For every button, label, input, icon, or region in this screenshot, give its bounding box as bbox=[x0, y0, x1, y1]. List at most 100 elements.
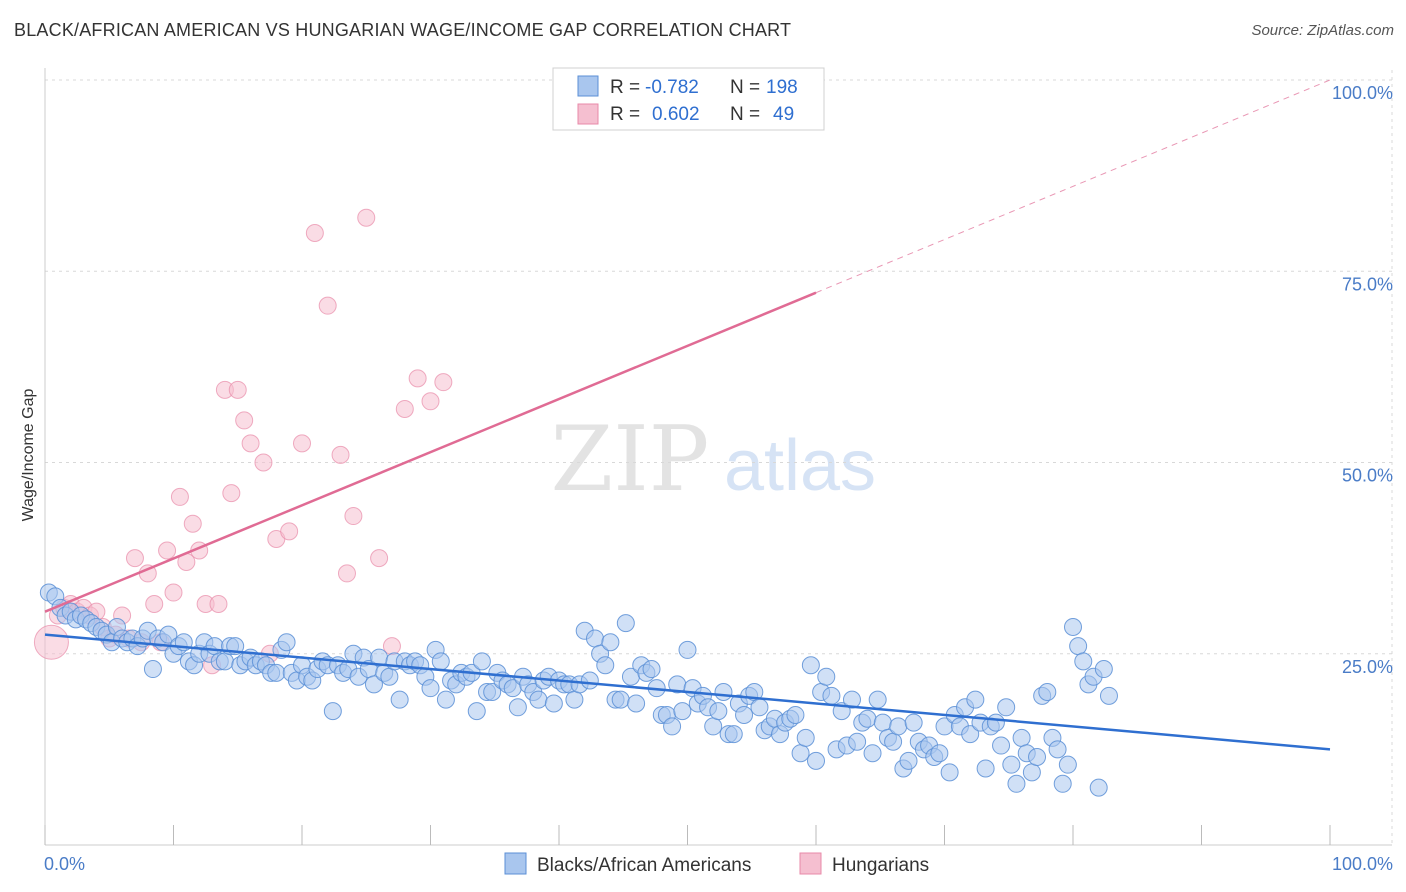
hungarians-trend-line bbox=[44, 291, 817, 613]
blacks-point bbox=[580, 671, 599, 690]
blacks-point bbox=[940, 763, 959, 782]
source-label: Source: ZipAtlas.com bbox=[1251, 22, 1394, 39]
y-tick-label-0: 25.0% bbox=[1342, 657, 1393, 677]
x-tick-label-1: 100.0% bbox=[1332, 854, 1393, 874]
legend-r-label-2: R = bbox=[610, 104, 640, 125]
blacks-point bbox=[1069, 637, 1088, 656]
hungarians-point bbox=[357, 208, 376, 227]
hungarians-point bbox=[434, 373, 453, 392]
series-legend: Blacks/African Americans Hungarians bbox=[504, 852, 929, 876]
blacks-points bbox=[39, 583, 1118, 797]
blacks-point bbox=[277, 633, 296, 652]
hungarians-point bbox=[183, 514, 202, 533]
blacks-point bbox=[1058, 755, 1077, 774]
blacks-point bbox=[611, 690, 630, 709]
axes bbox=[44, 68, 1392, 846]
blacks-point bbox=[390, 690, 409, 709]
hungarians-points bbox=[33, 208, 453, 675]
hungarians-point bbox=[395, 399, 414, 418]
hungarians-point bbox=[241, 434, 260, 453]
blacks-point bbox=[1022, 763, 1041, 782]
blacks-point bbox=[899, 751, 918, 770]
blacks-point bbox=[1007, 774, 1026, 793]
blacks-point bbox=[801, 656, 820, 675]
blacks-point bbox=[483, 683, 502, 701]
hungarians-point bbox=[222, 484, 241, 503]
blacks-point bbox=[1002, 755, 1021, 774]
blacks-point bbox=[961, 725, 980, 744]
hungarians-point bbox=[280, 522, 299, 541]
blacks-point bbox=[143, 660, 162, 679]
blacks-point bbox=[421, 679, 440, 698]
blacks-point bbox=[1064, 617, 1082, 636]
blacks-point bbox=[601, 633, 620, 652]
blacks-point bbox=[1028, 748, 1047, 767]
blacks-point bbox=[714, 683, 733, 701]
blacks-point bbox=[992, 736, 1011, 755]
blacks-point bbox=[544, 694, 563, 713]
blacks-point bbox=[976, 759, 995, 778]
blacks-point bbox=[817, 667, 836, 686]
blacks-point bbox=[884, 732, 903, 751]
blacks-point bbox=[858, 709, 877, 728]
blacks-point bbox=[930, 744, 949, 763]
blacks-point bbox=[822, 686, 841, 705]
series-legend-swatch-pink bbox=[799, 852, 822, 875]
series-legend-swatch-blue bbox=[504, 852, 527, 875]
blacks-point bbox=[904, 713, 923, 732]
blacks-point bbox=[596, 656, 615, 675]
blacks-point bbox=[791, 744, 810, 763]
blacks-point bbox=[807, 751, 825, 770]
blacks-point bbox=[1094, 660, 1113, 679]
correlation-legend: R = -0.782 N = 198 R = 0.602 N = 49 bbox=[552, 67, 825, 131]
blacks-trend-line bbox=[44, 633, 1331, 751]
blacks-point bbox=[709, 702, 728, 721]
blacks-point bbox=[1099, 686, 1118, 705]
hungarians-point bbox=[170, 487, 189, 506]
watermark-zip: ZIP bbox=[551, 407, 710, 512]
y-tick-label-1: 50.0% bbox=[1342, 466, 1393, 486]
legend-r-label-1: R = bbox=[610, 77, 640, 98]
blacks-point bbox=[673, 702, 692, 721]
blacks-point bbox=[1053, 774, 1072, 793]
x-tick-labels: 0.0% 100.0% bbox=[44, 854, 1393, 874]
blacks-point bbox=[364, 675, 383, 694]
hungarians-point bbox=[370, 549, 389, 568]
hungarians-point bbox=[228, 380, 247, 399]
hungarians-point bbox=[344, 507, 363, 526]
blacks-point bbox=[1038, 683, 1057, 701]
legend-n-value-2: 49 bbox=[773, 104, 794, 125]
blacks-point bbox=[467, 702, 486, 721]
blacks-point bbox=[750, 698, 769, 717]
legend-n-label-1: N = bbox=[730, 77, 760, 98]
x-tick-label-0: 0.0% bbox=[44, 854, 85, 874]
blacks-point bbox=[642, 660, 661, 679]
blacks-point bbox=[889, 717, 908, 736]
blacks-point bbox=[267, 663, 286, 682]
blacks-point bbox=[585, 629, 604, 648]
hungarians-point bbox=[209, 595, 228, 614]
blacks-point bbox=[735, 705, 754, 724]
blacks-point bbox=[565, 690, 584, 709]
blacks-point bbox=[724, 725, 743, 744]
hungarians-point bbox=[33, 624, 69, 660]
hungarians-point bbox=[293, 434, 311, 453]
blacks-point bbox=[868, 690, 887, 709]
blacks-point bbox=[848, 732, 867, 751]
hungarians-point bbox=[421, 392, 440, 411]
hungarians-point bbox=[318, 296, 337, 315]
blacks-point bbox=[678, 640, 697, 659]
hungarians-point bbox=[337, 564, 356, 583]
legend-swatch-blue bbox=[577, 75, 599, 97]
hungarians-point bbox=[305, 224, 324, 242]
hungarians-trend-line-extension bbox=[815, 79, 1331, 294]
blacks-point bbox=[472, 652, 491, 671]
blacks-point bbox=[986, 713, 1005, 732]
blacks-point bbox=[966, 690, 985, 709]
legend-n-label-2: N = bbox=[730, 104, 760, 125]
blacks-point bbox=[663, 717, 682, 736]
blacks-point bbox=[997, 698, 1016, 717]
blacks-point bbox=[786, 705, 805, 724]
series-legend-label-pink: Hungarians bbox=[832, 855, 929, 876]
